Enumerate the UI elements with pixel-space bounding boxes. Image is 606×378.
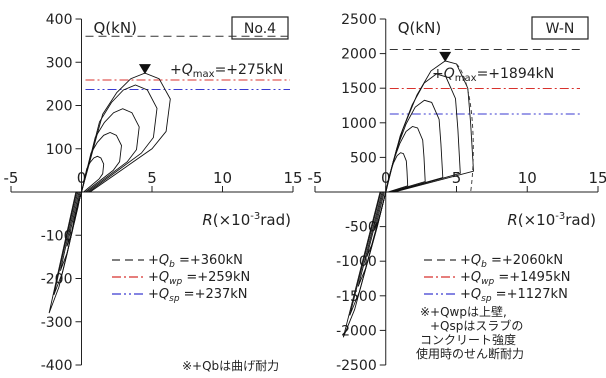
y-tick-label: 300 bbox=[46, 55, 73, 71]
y-tick-label: -100 bbox=[41, 228, 73, 244]
x-tick-label: 10 bbox=[213, 169, 232, 187]
y-tick-label: -2000 bbox=[336, 323, 377, 339]
hysteresis-loop bbox=[48, 72, 171, 314]
x-tick-label: 15 bbox=[283, 169, 302, 187]
legend-label-qsp: +Qsp =+1127kN bbox=[460, 287, 568, 304]
panel-label-box bbox=[231, 16, 289, 40]
note-text: ※+Qwpは上壁, bbox=[420, 304, 507, 319]
x-tick-label: -5 bbox=[308, 169, 323, 187]
peak-marker bbox=[138, 64, 151, 75]
hysteresis-loop bbox=[366, 126, 426, 258]
hysteresis-loop bbox=[349, 73, 461, 316]
legend-label-qb: +Qb =+2060kN bbox=[460, 253, 563, 270]
hysteresis-loop bbox=[59, 108, 140, 271]
x-tick-label: 10 bbox=[518, 169, 537, 187]
y-tick-label: 1000 bbox=[341, 116, 377, 132]
qmax-label: +Qmax=+275kN bbox=[170, 62, 283, 80]
note-text: 使用時のせん断耐力 bbox=[416, 346, 524, 361]
note-text: +Qspはスラブの bbox=[430, 318, 523, 333]
x-axis-title: R(×10-3rad) bbox=[202, 211, 291, 229]
hysteresis-loop bbox=[53, 84, 158, 296]
y-tick-label: 400 bbox=[46, 12, 73, 28]
y-axis-title: Q(kN) bbox=[94, 19, 137, 37]
y-tick-label: -2500 bbox=[336, 358, 377, 374]
x-tick-label: -5 bbox=[4, 169, 19, 187]
y-tick-label: -500 bbox=[345, 220, 377, 236]
chart-panel-2: 2500 2000 1500 1000 500 -500 -1000 -1500 -2000 -2… bbox=[308, 12, 606, 374]
x-tick-label: 5 bbox=[147, 169, 157, 187]
legend-label-qwp: +Qwp =+259kN bbox=[148, 270, 250, 287]
hysteresis-loop bbox=[342, 60, 474, 338]
x-tick-label: 0 bbox=[77, 169, 87, 187]
post-peak-dashed-line bbox=[456, 63, 474, 193]
qmax-label: +Qmax=+1894kN bbox=[432, 66, 554, 84]
x-tick-label: 15 bbox=[588, 169, 606, 187]
x-axis-title: R(×10-3rad) bbox=[507, 211, 596, 229]
y-tick-label: 500 bbox=[350, 150, 377, 166]
y-tick-label: 2500 bbox=[341, 12, 377, 28]
hysteresis-loop bbox=[357, 99, 444, 287]
y-tick-label: -1500 bbox=[336, 289, 377, 305]
panel-label: No.4 bbox=[244, 21, 276, 37]
legend-label-qsp: +Qsp =+237kN bbox=[148, 287, 248, 304]
y-tick-label: -300 bbox=[41, 315, 73, 331]
note-text: ※+Qbは曲げ耐力 bbox=[182, 359, 279, 373]
legend-label-qwp: +Qwp =+1495kN bbox=[460, 270, 570, 287]
x-tick-label: 5 bbox=[452, 169, 462, 187]
panel-label-box bbox=[531, 16, 589, 40]
x-tick-label: 0 bbox=[381, 169, 391, 187]
peak-marker bbox=[439, 51, 452, 62]
y-tick-label: 2000 bbox=[341, 47, 377, 63]
y-axis-title: Q(kN) bbox=[398, 19, 441, 37]
legend-label-qb: +Qb =+360kN bbox=[148, 253, 243, 270]
y-tick-label: 100 bbox=[46, 142, 73, 158]
y-tick-label: 1500 bbox=[341, 81, 377, 97]
y-tick-label: -1000 bbox=[336, 254, 377, 270]
note-text: コンクリート強度 bbox=[420, 332, 516, 347]
y-tick-label: 200 bbox=[46, 99, 73, 115]
y-tick-label: -400 bbox=[41, 358, 73, 374]
panel-label: W-N bbox=[546, 21, 575, 37]
